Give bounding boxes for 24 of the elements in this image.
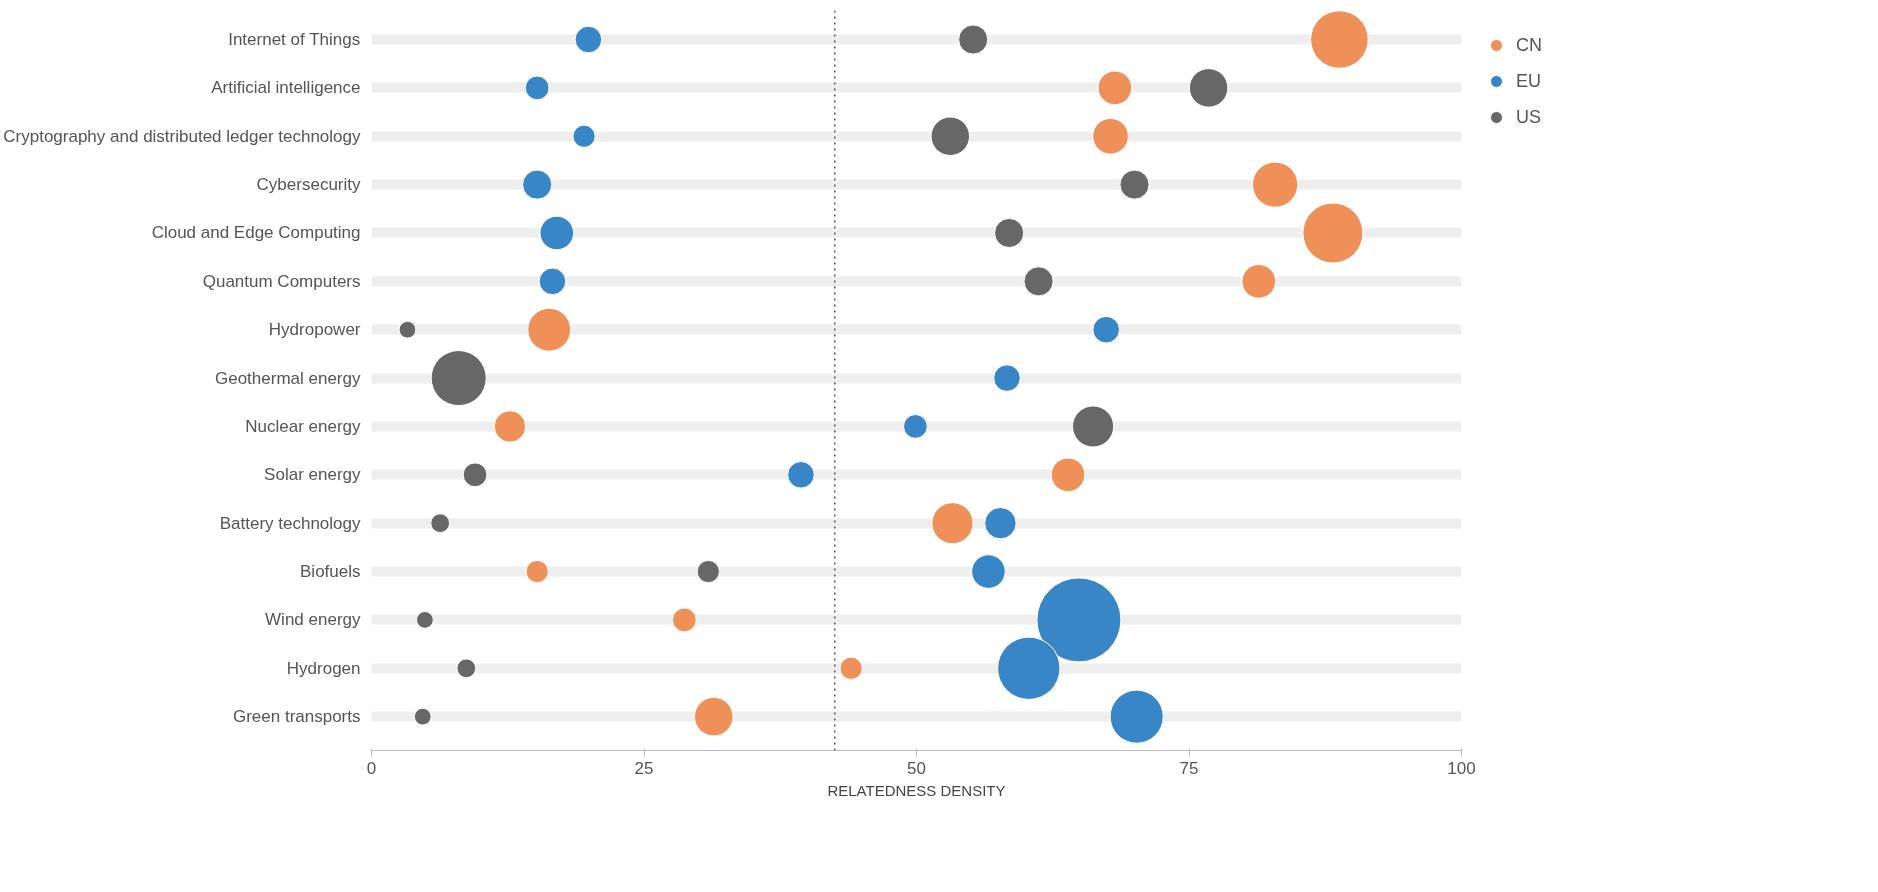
y-tick-label: Battery technology: [219, 513, 361, 533]
y-tick-label: Artificial intelligence: [211, 78, 361, 98]
x-tick-label: 50: [907, 758, 926, 778]
legend-label: CN: [1516, 34, 1542, 56]
y-tick-label: Internet of Things: [228, 30, 361, 50]
y-tick-label: Cloud and Edge Computing: [151, 223, 361, 243]
y-tick-label: Hydropower: [268, 320, 361, 340]
x-tick-label: 100: [1447, 758, 1476, 778]
y-tick-label: Cryptography and distributed ledger technology: [3, 126, 361, 146]
y-tick-label: Geothermal energy: [214, 368, 361, 388]
y-tick-label: Solar energy: [264, 465, 361, 485]
y-tick-label: Biofuels: [300, 562, 361, 582]
y-tick-label: Cybersecurity: [256, 175, 361, 195]
y-tick-label: Wind energy: [265, 610, 361, 630]
legend-label: EU: [1516, 70, 1542, 92]
x-tick-label: 25: [634, 758, 654, 778]
x-axis-title: RELATEDNESS DENSITY: [827, 781, 1006, 799]
legend-label: US: [1516, 106, 1542, 128]
y-tick-label: Hydrogen: [286, 658, 361, 678]
y-tick-label: Nuclear energy: [245, 416, 361, 436]
x-tick-label: 75: [1179, 758, 1199, 778]
y-tick-label: Quantum Computers: [202, 271, 361, 291]
y-tick-label: Green transports: [232, 707, 361, 727]
x-tick-label: 0: [366, 758, 377, 778]
